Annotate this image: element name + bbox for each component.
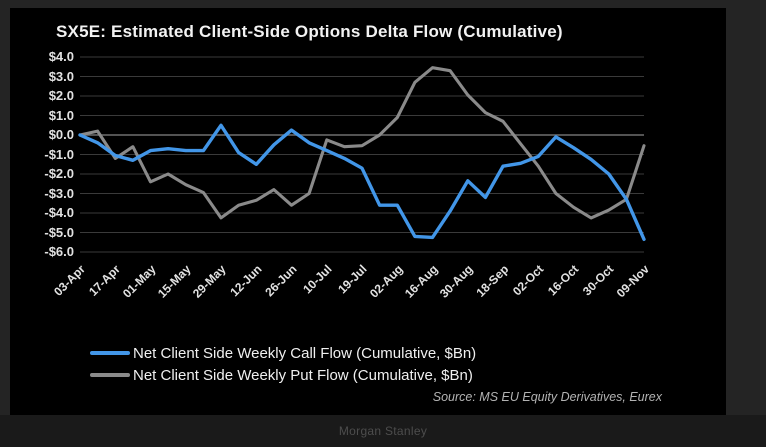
legend-label: Net Client Side Weekly Put Flow (Cumulat… <box>133 366 473 384</box>
footer-strip: Morgan Stanley <box>0 415 766 447</box>
legend-item: Net Client Side Weekly Call Flow (Cumula… <box>90 342 476 364</box>
source-note: Source: MS EU Equity Derivatives, Eurex <box>432 390 662 404</box>
plot-area <box>78 56 646 253</box>
y-tick-label: $2.0 <box>48 88 74 103</box>
legend-item: Net Client Side Weekly Put Flow (Cumulat… <box>90 364 476 386</box>
brand-label: Morgan Stanley <box>338 424 428 438</box>
y-tick-label: $1.0 <box>48 107 74 123</box>
legend-line-swatch <box>90 351 130 355</box>
y-tick-label: $0.0 <box>48 127 74 142</box>
y-tick-label: -$1.0 <box>44 146 74 162</box>
y-tick-label: -$3.0 <box>44 185 74 201</box>
legend-line-swatch <box>90 373 130 377</box>
legend: Net Client Side Weekly Call Flow (Cumula… <box>90 342 476 386</box>
y-tick-label: -$5.0 <box>44 224 74 240</box>
chart-panel: SX5E: Estimated Client-Side Options Delt… <box>10 8 726 415</box>
y-tick-label: -$2.0 <box>44 166 74 181</box>
call-flow-line <box>78 123 646 242</box>
y-tick-label: -$6.0 <box>44 244 74 259</box>
chart-title: SX5E: Estimated Client-Side Options Delt… <box>56 22 563 41</box>
legend-label: Net Client Side Weekly Call Flow (Cumula… <box>133 344 477 362</box>
put-flow-line <box>78 66 646 220</box>
y-tick-label: -$4.0 <box>44 205 74 220</box>
y-tick-label: $3.0 <box>48 68 74 84</box>
y-tick-label: $4.0 <box>48 49 74 64</box>
